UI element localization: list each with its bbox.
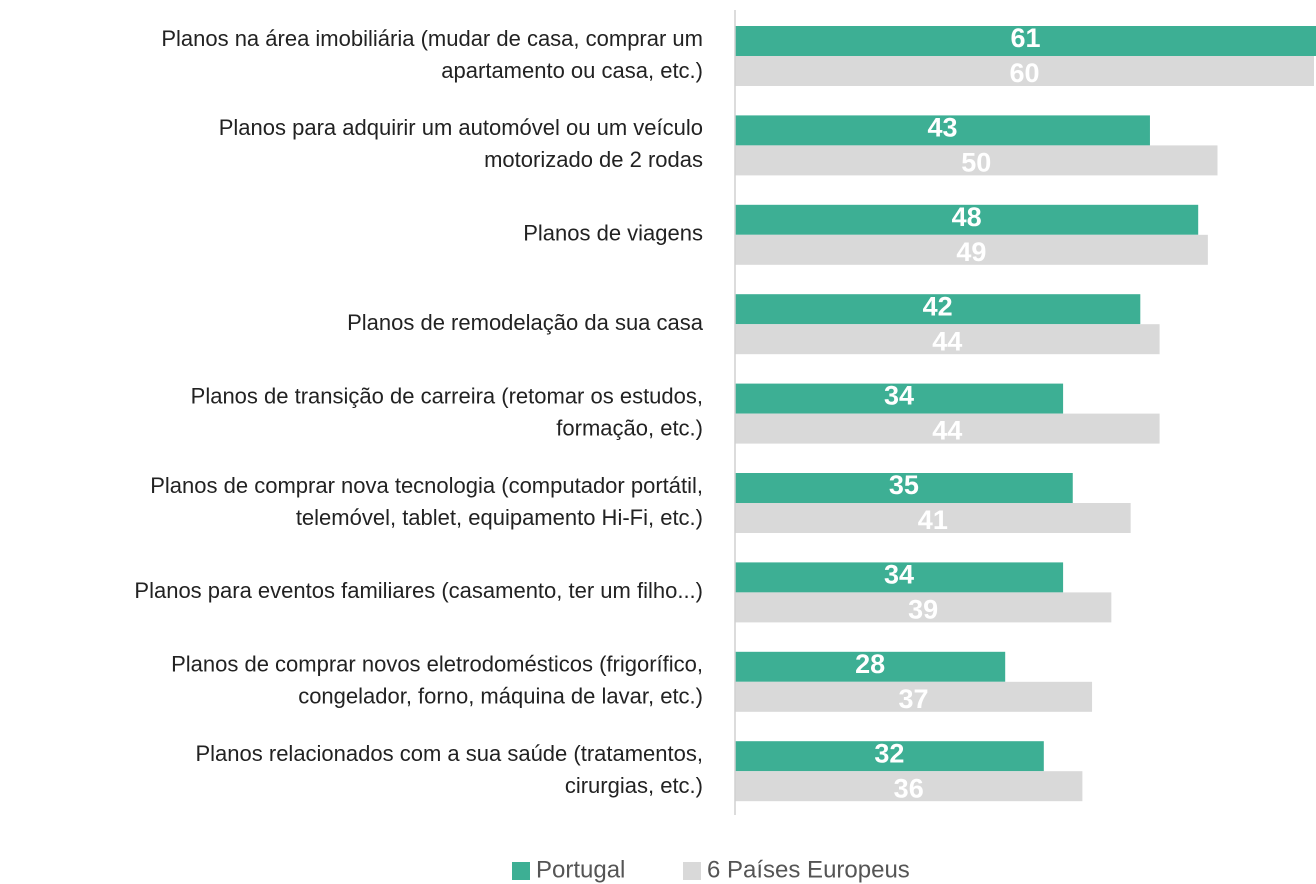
bar bbox=[735, 56, 1314, 86]
bar bbox=[735, 771, 1083, 802]
bar bbox=[735, 681, 1093, 712]
category-label: congelador, forno, máquina de lavar, etc… bbox=[298, 684, 703, 709]
value-label: 36 bbox=[894, 773, 924, 803]
legend-label: Portugal bbox=[536, 856, 625, 883]
category-label: Planos de remodelação da sua casa bbox=[347, 310, 704, 335]
category-label: Planos de comprar nova tecnologia (compu… bbox=[150, 473, 703, 498]
category-label: Planos na área imobiliária (mudar de cas… bbox=[161, 26, 703, 51]
bar bbox=[735, 26, 1316, 56]
category-label: formação, etc.) bbox=[556, 415, 703, 440]
value-label: 39 bbox=[908, 595, 938, 625]
value-label: 34 bbox=[884, 560, 914, 590]
value-label: 49 bbox=[956, 237, 986, 267]
bar bbox=[735, 234, 1208, 265]
value-label: 34 bbox=[884, 381, 914, 411]
value-label: 60 bbox=[1009, 58, 1039, 88]
bar bbox=[735, 204, 1199, 235]
value-label: 28 bbox=[855, 649, 885, 679]
bar bbox=[735, 324, 1160, 355]
value-label: 61 bbox=[1010, 23, 1040, 53]
value-label: 32 bbox=[874, 738, 904, 768]
legend-swatch bbox=[512, 862, 530, 880]
bar bbox=[735, 651, 1006, 682]
category-label: Planos de comprar novos eletrodomésticos… bbox=[171, 652, 703, 677]
category-label: telemóvel, tablet, equipamento Hi-Fi, et… bbox=[296, 505, 703, 530]
bar bbox=[735, 145, 1218, 176]
bar bbox=[735, 562, 1064, 593]
bar bbox=[735, 383, 1064, 414]
legend-label: 6 Países Europeus bbox=[707, 856, 910, 883]
category-label: Planos de transição de carreira (retomar… bbox=[191, 383, 703, 408]
value-label: 50 bbox=[961, 148, 991, 178]
bar bbox=[735, 294, 1141, 325]
bar bbox=[735, 503, 1131, 533]
value-label: 44 bbox=[932, 416, 962, 446]
value-label: 41 bbox=[918, 505, 948, 535]
category-label: Planos para eventos familiares (casament… bbox=[134, 578, 703, 603]
bar bbox=[735, 115, 1150, 146]
value-label: 44 bbox=[932, 326, 962, 356]
category-label: Planos para adquirir um automóvel ou um … bbox=[219, 115, 703, 140]
category-label: Planos de viagens bbox=[523, 221, 703, 246]
legend-swatch bbox=[683, 862, 701, 880]
value-label: 42 bbox=[923, 291, 953, 321]
bar bbox=[735, 413, 1160, 444]
bar bbox=[735, 741, 1044, 772]
category-label: cirurgias, etc.) bbox=[565, 773, 703, 798]
value-label: 43 bbox=[927, 113, 957, 143]
bar bbox=[735, 473, 1073, 503]
value-label: 35 bbox=[889, 470, 919, 500]
category-label: apartamento ou casa, etc.) bbox=[441, 58, 703, 83]
category-label: motorizado de 2 rodas bbox=[484, 147, 703, 172]
bar bbox=[735, 592, 1112, 623]
value-label: 48 bbox=[952, 202, 982, 232]
value-label: 37 bbox=[899, 684, 929, 714]
category-label: Planos relacionados com a sua saúde (tra… bbox=[195, 741, 703, 766]
